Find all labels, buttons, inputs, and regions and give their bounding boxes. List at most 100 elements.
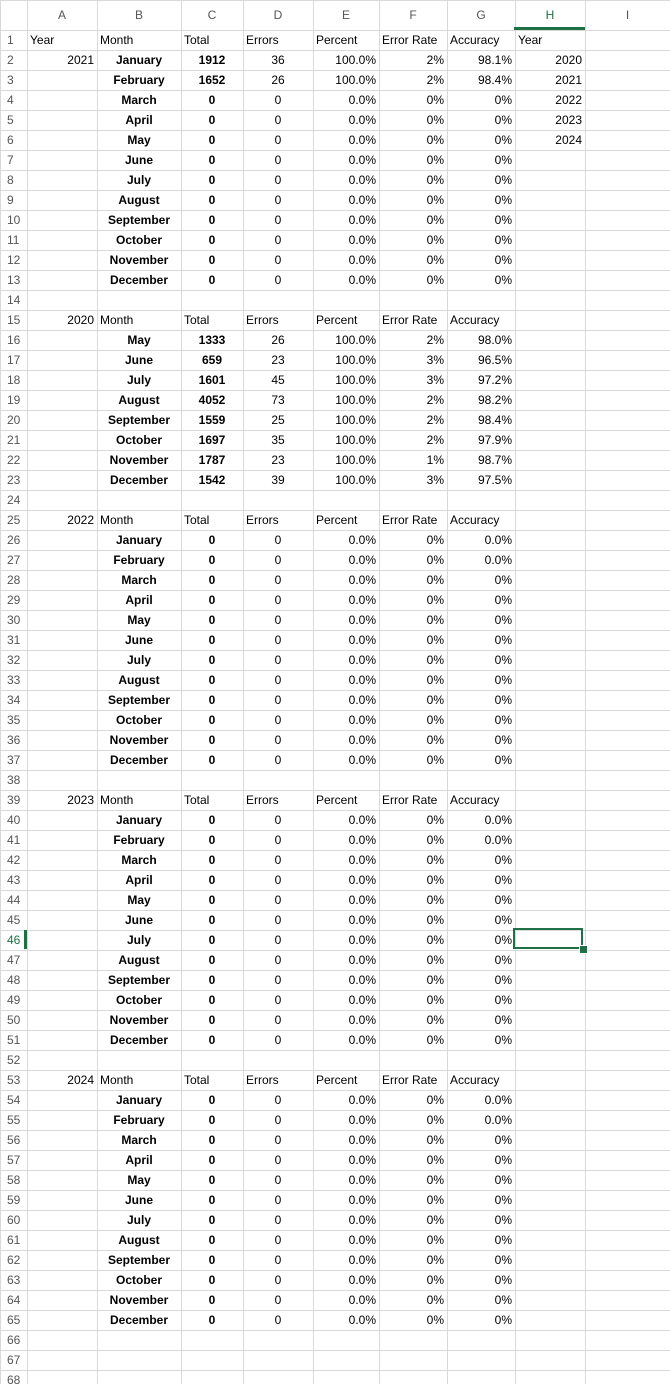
percent-cell[interactable]: 0.0% <box>348 853 376 867</box>
month-cell[interactable]: March <box>121 573 157 587</box>
row-header[interactable]: 20 <box>7 413 21 427</box>
row-header[interactable]: 46 <box>7 933 21 947</box>
errors-cell[interactable]: 0 <box>274 573 282 587</box>
error-rate-cell[interactable]: 2% <box>426 333 444 347</box>
accuracy-cell[interactable]: 0% <box>494 633 512 647</box>
error-rate-cell[interactable]: 3% <box>426 353 444 367</box>
row-header[interactable]: 24 <box>7 493 21 507</box>
errors-cell[interactable]: 0 <box>274 253 282 267</box>
month-cell[interactable]: August <box>118 1233 160 1247</box>
accuracy-cell[interactable]: 0.0% <box>484 533 512 547</box>
column-header-f[interactable]: F <box>409 8 417 22</box>
column-header-i[interactable]: I <box>625 8 630 22</box>
total-cell[interactable]: 659 <box>201 353 223 367</box>
accuracy-cell[interactable]: 0% <box>494 1173 512 1187</box>
row-header[interactable]: 4 <box>7 93 14 107</box>
accuracy-cell[interactable]: 97.5% <box>477 473 512 487</box>
errors-cell[interactable]: 0 <box>274 1013 282 1027</box>
total-cell[interactable]: 0 <box>208 1273 216 1287</box>
header-cell-accuracy[interactable]: Accuracy <box>450 513 500 527</box>
header-cell-errors[interactable]: Errors <box>246 793 279 807</box>
accuracy-cell[interactable]: 0% <box>494 853 512 867</box>
row-header[interactable]: 54 <box>7 1093 21 1107</box>
accuracy-cell[interactable]: 0% <box>494 693 512 707</box>
percent-cell[interactable]: 0.0% <box>348 253 376 267</box>
errors-cell[interactable]: 0 <box>274 613 282 627</box>
errors-cell[interactable]: 0 <box>274 1213 282 1227</box>
errors-cell[interactable]: 0 <box>274 933 282 947</box>
accuracy-cell[interactable]: 0% <box>494 673 512 687</box>
total-cell[interactable]: 0 <box>208 553 216 567</box>
total-cell[interactable]: 0 <box>208 1293 216 1307</box>
total-cell[interactable]: 0 <box>208 713 216 727</box>
accuracy-cell[interactable]: 98.7% <box>477 453 512 467</box>
total-cell[interactable]: 0 <box>208 813 216 827</box>
active-cell-selection[interactable] <box>513 928 583 949</box>
errors-cell[interactable]: 0 <box>274 953 282 967</box>
month-cell[interactable]: July <box>126 933 151 947</box>
percent-cell[interactable]: 0.0% <box>348 1153 376 1167</box>
accuracy-cell[interactable]: 0% <box>494 993 512 1007</box>
total-cell[interactable]: 0 <box>208 233 216 247</box>
month-cell[interactable]: June <box>124 1193 153 1207</box>
row-header[interactable]: 2 <box>7 53 14 67</box>
accuracy-cell[interactable]: 98.4% <box>477 413 512 427</box>
error-rate-cell[interactable]: 0% <box>426 693 444 707</box>
total-cell[interactable]: 0 <box>208 893 216 907</box>
month-cell[interactable]: June <box>124 633 153 647</box>
total-cell[interactable]: 0 <box>208 953 216 967</box>
error-rate-cell[interactable]: 0% <box>426 253 444 267</box>
row-header[interactable]: 42 <box>7 853 21 867</box>
error-rate-cell[interactable]: 0% <box>426 833 444 847</box>
row-header[interactable]: 43 <box>7 873 21 887</box>
error-rate-cell[interactable]: 0% <box>426 1113 444 1127</box>
row-header[interactable]: 32 <box>7 653 21 667</box>
year-list-header[interactable]: Year <box>518 33 543 47</box>
errors-cell[interactable]: 0 <box>274 1273 282 1287</box>
error-rate-cell[interactable]: 0% <box>426 173 444 187</box>
percent-cell[interactable]: 0.0% <box>348 733 376 747</box>
error-rate-cell[interactable]: 1% <box>426 453 444 467</box>
accuracy-cell[interactable]: 0.0% <box>484 833 512 847</box>
accuracy-cell[interactable]: 98.2% <box>477 393 512 407</box>
row-header[interactable]: 8 <box>7 173 14 187</box>
month-cell[interactable]: November <box>109 253 169 267</box>
month-cell[interactable]: March <box>121 93 157 107</box>
errors-cell[interactable]: 0 <box>274 193 282 207</box>
accuracy-cell[interactable]: 0% <box>494 153 512 167</box>
percent-cell[interactable]: 100.0% <box>335 453 376 467</box>
header-cell-accuracy[interactable]: Accuracy <box>450 793 500 807</box>
total-cell[interactable]: 0 <box>208 613 216 627</box>
errors-cell[interactable]: 0 <box>274 733 282 747</box>
accuracy-cell[interactable]: 98.4% <box>477 73 512 87</box>
row-header[interactable]: 67 <box>7 1353 21 1367</box>
accuracy-cell[interactable]: 0.0% <box>484 1113 512 1127</box>
row-header[interactable]: 17 <box>7 353 21 367</box>
row-header[interactable]: 58 <box>7 1173 21 1187</box>
month-cell[interactable]: April <box>125 113 153 127</box>
errors-cell[interactable]: 0 <box>274 653 282 667</box>
errors-cell[interactable]: 0 <box>274 213 282 227</box>
total-cell[interactable]: 0 <box>208 1133 216 1147</box>
row-header[interactable]: 27 <box>7 553 21 567</box>
total-cell[interactable]: 0 <box>208 833 216 847</box>
error-rate-cell[interactable]: 0% <box>426 533 444 547</box>
month-cell[interactable]: December <box>109 273 169 287</box>
column-header-e[interactable]: E <box>341 8 350 22</box>
header-cell-total[interactable]: Total <box>184 513 210 527</box>
accuracy-cell[interactable]: 0% <box>494 933 512 947</box>
error-rate-cell[interactable]: 0% <box>426 1193 444 1207</box>
accuracy-cell[interactable]: 0% <box>494 1313 512 1327</box>
percent-cell[interactable]: 100.0% <box>335 73 376 87</box>
row-header[interactable]: 25 <box>7 513 21 527</box>
errors-cell[interactable]: 0 <box>274 133 282 147</box>
percent-cell[interactable]: 100.0% <box>335 413 376 427</box>
percent-cell[interactable]: 100.0% <box>335 433 376 447</box>
header-cell-month[interactable]: Month <box>100 513 134 527</box>
row-header[interactable]: 9 <box>7 193 14 207</box>
total-cell[interactable]: 0 <box>208 593 216 607</box>
accuracy-cell[interactable]: 0% <box>494 1273 512 1287</box>
accuracy-cell[interactable]: 0% <box>494 113 512 127</box>
total-cell[interactable]: 0 <box>208 93 216 107</box>
accuracy-cell[interactable]: 0% <box>494 573 512 587</box>
